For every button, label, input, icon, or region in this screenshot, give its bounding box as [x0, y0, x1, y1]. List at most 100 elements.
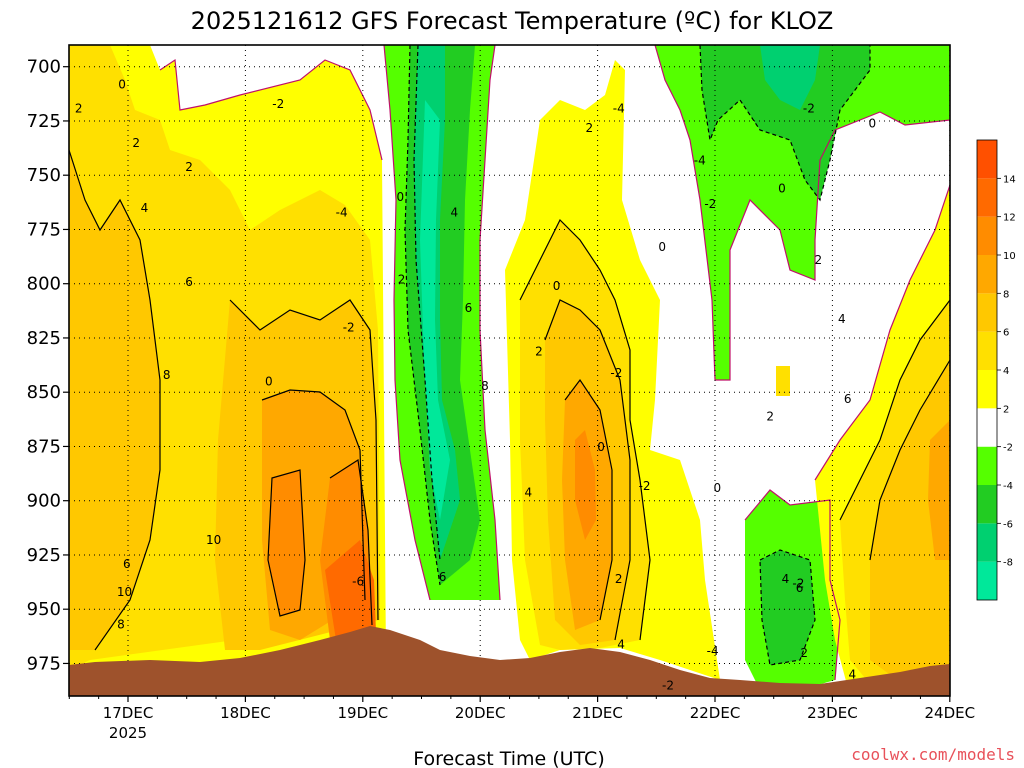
contour-label: -4 [336, 205, 348, 219]
y-tick-label: 750 [27, 165, 61, 186]
contour-line-cold-3 [699, 45, 871, 202]
contour-label: 2 [615, 572, 623, 586]
contour-line-center-2 [261, 389, 366, 601]
contour-label: 2 [800, 646, 808, 660]
contour-label: 6 [465, 301, 473, 315]
y-tick-label: 850 [27, 382, 61, 403]
contour-label: -4 [694, 153, 706, 167]
colorbar-label: -4 [1003, 481, 1013, 492]
x-tick-label: 20DEC [455, 704, 506, 722]
contour-label: 2 [766, 409, 774, 423]
colorbar-band [977, 408, 997, 447]
colorbar-label: 2 [1003, 404, 1009, 415]
y-tick-label: 950 [27, 599, 61, 620]
colorbar-label: 6 [1003, 328, 1009, 339]
contour-label: -2 [343, 320, 355, 334]
contour-line-zero-4 [654, 45, 950, 381]
x-tick-label: 24DEC [925, 704, 976, 722]
contour-line-zero-1 [159, 58, 383, 161]
colorbar-band [977, 178, 997, 217]
contour-label: -2 [792, 577, 804, 591]
contour-label: 4 [782, 572, 790, 586]
contour-line-zero-6 [814, 184, 950, 481]
contour-line-east-2 [564, 378, 613, 621]
contour-label: 0 [714, 481, 722, 495]
contour-label: -2 [639, 479, 651, 493]
cold-band-minus6c-upper-right [760, 45, 820, 110]
contour-line-center-3 [267, 469, 306, 617]
colorbar-band [977, 293, 997, 332]
y-tick-label: 700 [27, 57, 61, 78]
contour-label: 4 [525, 485, 533, 499]
contour-label: 2 [398, 273, 406, 287]
contour-line-east-3 [519, 218, 651, 641]
contour-label: -2 [803, 101, 815, 115]
colorbar-band [977, 446, 997, 485]
colorbar-label: -6 [1003, 519, 1013, 530]
contour-label: 10 [117, 585, 132, 599]
contour-label: 6 [1, 494, 9, 508]
contour-label: 6 [185, 275, 193, 289]
cold-band-minus4c-upper-right [700, 45, 870, 200]
y-tick-label: 875 [27, 436, 61, 457]
y-tick-label: 900 [27, 491, 61, 512]
colorbar-label: 8 [1003, 289, 1009, 300]
colorbar-label: -8 [1003, 558, 1013, 569]
contour-label: -2 [662, 678, 674, 692]
warm-band-6c-west [69, 150, 160, 650]
contour-label: -2 [704, 197, 716, 211]
colorbar-label: -2 [1003, 443, 1013, 454]
contour-line-far-right-1 [839, 299, 950, 521]
warm-band-8c-far-right [928, 420, 950, 560]
colorbar-band [977, 370, 997, 409]
warm-band-10c-east [575, 430, 596, 540]
contour-label: -2 [272, 97, 284, 111]
contour-label: 6 [439, 570, 447, 584]
contour-label: -4 [613, 101, 625, 115]
x-tick-label: 22DEC [690, 704, 741, 722]
x-axis: 17DEC 18DEC 19DEC 20DEC 21DEC 22DEC 23DEC 24DEC [68, 696, 976, 722]
contour-label: 8 [163, 368, 171, 382]
contour-label: 0 [265, 375, 273, 389]
contour-label: -2 [610, 366, 622, 380]
contour-label: 4 [617, 637, 625, 651]
colorbar-band [977, 561, 997, 600]
y-tick-label: 825 [27, 328, 61, 349]
contour-line-east-1 [544, 299, 631, 641]
contour-line-west-1 [69, 149, 161, 651]
colorbar: -8 -6 -4 -2 2 4 6 8 10 12 14 [976, 139, 1016, 601]
contour-label: 4 [141, 201, 149, 215]
contour-label: 6 [796, 581, 804, 595]
x-tick-label: 23DEC [807, 704, 858, 722]
terrain-silhouette [69, 626, 950, 696]
contour-label: -6 [352, 574, 364, 588]
contour-label: 2 [586, 121, 594, 135]
contour-line-zero-2 [383, 45, 431, 601]
contour-label: 4 [849, 668, 857, 682]
colorbar-label: 4 [1003, 366, 1009, 377]
contour-label: 0 [868, 116, 876, 130]
contour-label: 8 [481, 379, 489, 393]
colorbar-band [977, 523, 997, 562]
contour-label: 8 [117, 618, 125, 632]
contour-label: 2 [185, 160, 193, 174]
x-tick-label: 19DEC [338, 704, 389, 722]
x-tick-label: 18DEC [220, 704, 271, 722]
contour-label: -4 [707, 644, 719, 658]
contour-label: 6 [123, 557, 131, 571]
contour-label: 0 [397, 190, 405, 204]
contour-label: 0 [118, 77, 126, 91]
x-axis-title: Forecast Time (UTC) [413, 748, 604, 768]
contour-line-cold-1 [404, 45, 441, 586]
y-tick-label: 925 [27, 545, 61, 566]
x-year-label: 2025 [109, 724, 147, 742]
colorbar-band [977, 216, 997, 255]
x-tick-label: 17DEC [103, 704, 154, 722]
credit-text[interactable]: coolwx.com/models [851, 745, 1015, 764]
colorbar-label: 12 [1003, 213, 1016, 224]
contour-label: 2 [132, 136, 140, 150]
contour-label: 4 [40, 585, 48, 599]
colorbar-band [977, 331, 997, 370]
colorbar-band [977, 485, 997, 524]
contour-label: 0 [778, 182, 786, 196]
